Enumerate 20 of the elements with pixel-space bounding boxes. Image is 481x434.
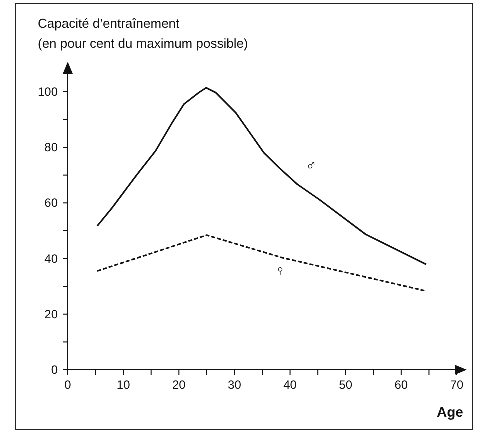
series-label: ♀ bbox=[274, 262, 286, 280]
y-tick-label: 20 bbox=[44, 307, 58, 322]
x-tick-label: 50 bbox=[339, 378, 353, 392]
x-tick-label: 0 bbox=[64, 378, 72, 392]
x-tick-label: 10 bbox=[116, 378, 131, 392]
y-tick-label: 60 bbox=[44, 196, 58, 210]
y-tick-label: 0 bbox=[51, 363, 58, 377]
y-tick-label: 80 bbox=[44, 140, 58, 155]
line-series bbox=[96, 234, 428, 292]
x-axis-title: Age bbox=[437, 404, 464, 420]
x-tick-label: 40 bbox=[284, 378, 298, 392]
x-tick-label: 30 bbox=[228, 378, 242, 392]
line-series bbox=[96, 87, 428, 266]
y-tick-label: 40 bbox=[44, 252, 58, 266]
x-tick-label: 70 bbox=[450, 378, 464, 392]
x-tick-label: 60 bbox=[394, 378, 408, 392]
y-axis-title: Capacité d’entraînement (en pour cent du maximum possible) bbox=[38, 15, 248, 53]
x-tick-label: 20 bbox=[172, 378, 186, 392]
y-tick-label: 100 bbox=[38, 84, 58, 99]
series-label: ♂ bbox=[306, 158, 318, 175]
